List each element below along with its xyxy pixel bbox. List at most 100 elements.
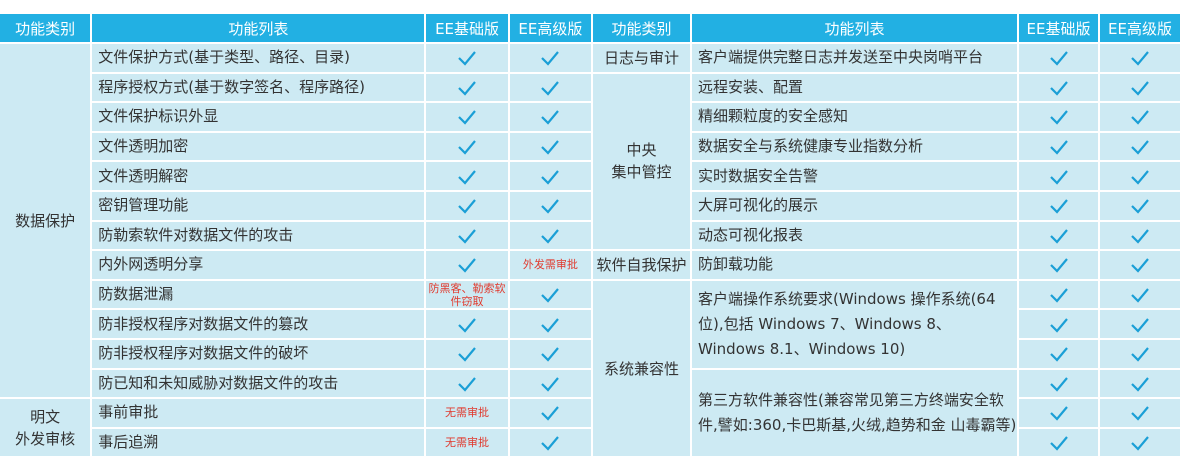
feature-cell: 文件保护标识外显 bbox=[92, 103, 425, 131]
category-cell: 系统兼容性 bbox=[593, 280, 690, 457]
basic-edition-cell bbox=[1019, 251, 1098, 279]
feature-table-left: 功能类别 功能列表 EE基础版 EE高级版 数据保护 文件保护方式(基于类型、路径… bbox=[0, 12, 593, 458]
advanced-edition-cell bbox=[509, 191, 591, 220]
check-icon bbox=[541, 406, 560, 422]
feature-cell: 实时数据安全告警 bbox=[692, 162, 1017, 190]
advanced-edition-cell bbox=[509, 369, 591, 398]
header-advanced: EE高级版 bbox=[509, 14, 591, 42]
check-icon bbox=[541, 347, 560, 362]
advanced-edition-cell bbox=[1100, 44, 1180, 72]
basic-edition-cell bbox=[426, 103, 508, 131]
basic-edition-cell bbox=[1019, 191, 1098, 220]
advanced-edition-cell bbox=[1100, 103, 1180, 131]
feature-cell: 防数据泄漏 bbox=[92, 280, 425, 309]
check-icon bbox=[1049, 288, 1068, 303]
header-basic: EE基础版 bbox=[1019, 14, 1098, 42]
table-row: 防非授权程序对数据文件的篡改 bbox=[0, 310, 591, 338]
table-row: 软件自我保护 防卸载功能 bbox=[593, 251, 1180, 279]
feature-cell: 文件透明加密 bbox=[92, 132, 425, 161]
table-row: 防已知和未知威胁对数据文件的攻击 bbox=[0, 369, 591, 398]
advanced-edition-cell bbox=[509, 399, 591, 427]
feature-table-right: 功能类别 功能列表 EE基础版 EE高级版 日志与审计 客户端提供完整日志并发送至… bbox=[591, 12, 1180, 458]
basic-edition-cell bbox=[1019, 280, 1098, 309]
table-row: 第三方软件兼容性(兼容常见第三方终端安全软件,譬如:360,卡巴斯基,火绒,趋势… bbox=[593, 369, 1180, 457]
basic-edition-cell: 无需审批 bbox=[426, 428, 508, 457]
check-icon bbox=[1049, 347, 1068, 362]
check-icon bbox=[1049, 377, 1068, 392]
table-row: 数据保护 文件保护方式(基于类型、路径、目录) bbox=[0, 44, 591, 398]
advanced-edition-cell: 外发需审批 bbox=[509, 251, 591, 279]
advanced-edition-cell bbox=[509, 428, 591, 457]
feature-cell: 程序授权方式(基于数字签名、程序路径) bbox=[92, 73, 425, 102]
table-row bbox=[593, 428, 1180, 457]
advanced-edition-cell bbox=[509, 162, 591, 190]
category-cell: 中央 集中管控 bbox=[593, 73, 690, 250]
advanced-edition-cell bbox=[509, 280, 591, 309]
advanced-edition-cell bbox=[509, 339, 591, 368]
check-icon bbox=[1049, 140, 1068, 155]
advanced-edition-cell bbox=[1100, 162, 1180, 190]
header-advanced: EE高级版 bbox=[1100, 14, 1180, 42]
check-icon bbox=[541, 229, 560, 244]
basic-edition-cell bbox=[1019, 103, 1098, 131]
header-row: 功能类别 功能列表 EE基础版 EE高级版 bbox=[0, 14, 591, 42]
check-icon bbox=[458, 140, 476, 155]
check-icon bbox=[458, 258, 476, 274]
basic-edition-cell bbox=[426, 132, 508, 161]
check-icon bbox=[458, 199, 476, 214]
check-icon bbox=[541, 81, 560, 96]
advanced-edition-cell bbox=[1100, 310, 1180, 338]
feature-cell: 大屏可视化的展示 bbox=[692, 191, 1017, 220]
table-row bbox=[593, 339, 1180, 368]
check-icon bbox=[1049, 229, 1068, 244]
check-icon bbox=[1131, 110, 1149, 126]
check-icon bbox=[1049, 436, 1068, 451]
check-icon bbox=[1131, 229, 1149, 244]
table-row bbox=[593, 399, 1180, 427]
advanced-edition-cell bbox=[509, 103, 591, 131]
check-icon bbox=[458, 110, 476, 126]
header-basic: EE基础版 bbox=[426, 14, 508, 42]
table-row: 防数据泄漏 防黑客、勒索软件窃取 bbox=[0, 280, 591, 309]
check-icon bbox=[1049, 110, 1068, 126]
category-cell: 数据保护 bbox=[0, 44, 91, 398]
check-icon bbox=[1131, 140, 1149, 155]
advanced-edition-cell bbox=[1100, 132, 1180, 161]
feature-cell: 远程安装、配置 bbox=[692, 73, 1017, 102]
check-icon bbox=[1131, 317, 1149, 333]
check-icon bbox=[458, 347, 476, 362]
feature-cell: 动态可视化报表 bbox=[692, 221, 1017, 250]
table-row: 数据安全与系统健康专业指数分析 bbox=[593, 132, 1180, 161]
basic-edition-cell bbox=[1019, 339, 1098, 368]
feature-cell: 第三方软件兼容性(兼容常见第三方终端安全软件,譬如:360,卡巴斯基,火绒,趋势… bbox=[692, 369, 1017, 457]
basic-edition-cell: 无需审批 bbox=[426, 399, 508, 427]
basic-edition-cell bbox=[426, 162, 508, 190]
check-icon bbox=[541, 377, 560, 392]
feature-cell: 客户端操作系统要求(Windows 操作系统(64 位),包括 Windows … bbox=[692, 280, 1017, 368]
check-icon bbox=[1049, 199, 1068, 214]
advanced-edition-cell bbox=[1100, 280, 1180, 309]
check-icon bbox=[1049, 51, 1068, 66]
check-icon bbox=[1131, 347, 1149, 362]
category-cell: 软件自我保护 bbox=[593, 251, 690, 279]
check-icon bbox=[1131, 288, 1149, 303]
check-icon bbox=[541, 436, 560, 451]
feature-cell: 事前审批 bbox=[92, 399, 425, 427]
check-icon bbox=[541, 288, 560, 303]
check-icon bbox=[458, 51, 476, 66]
basic-edition-cell bbox=[1019, 132, 1098, 161]
basic-edition-cell bbox=[1019, 428, 1098, 457]
basic-edition-cell bbox=[426, 369, 508, 398]
check-icon bbox=[458, 81, 476, 96]
check-icon bbox=[541, 199, 560, 214]
table-row: 动态可视化报表 bbox=[593, 221, 1180, 250]
check-icon bbox=[458, 229, 476, 244]
advanced-edition-cell bbox=[1100, 339, 1180, 368]
feature-cell: 防已知和未知威胁对数据文件的攻击 bbox=[92, 369, 425, 398]
table-row: 中央 集中管控 远程安装、配置 bbox=[593, 73, 1180, 250]
basic-edition-cell bbox=[1019, 221, 1098, 250]
check-icon bbox=[1049, 317, 1068, 333]
advanced-edition-cell bbox=[509, 73, 591, 102]
advanced-edition-cell bbox=[1100, 369, 1180, 398]
check-icon bbox=[1131, 169, 1149, 185]
